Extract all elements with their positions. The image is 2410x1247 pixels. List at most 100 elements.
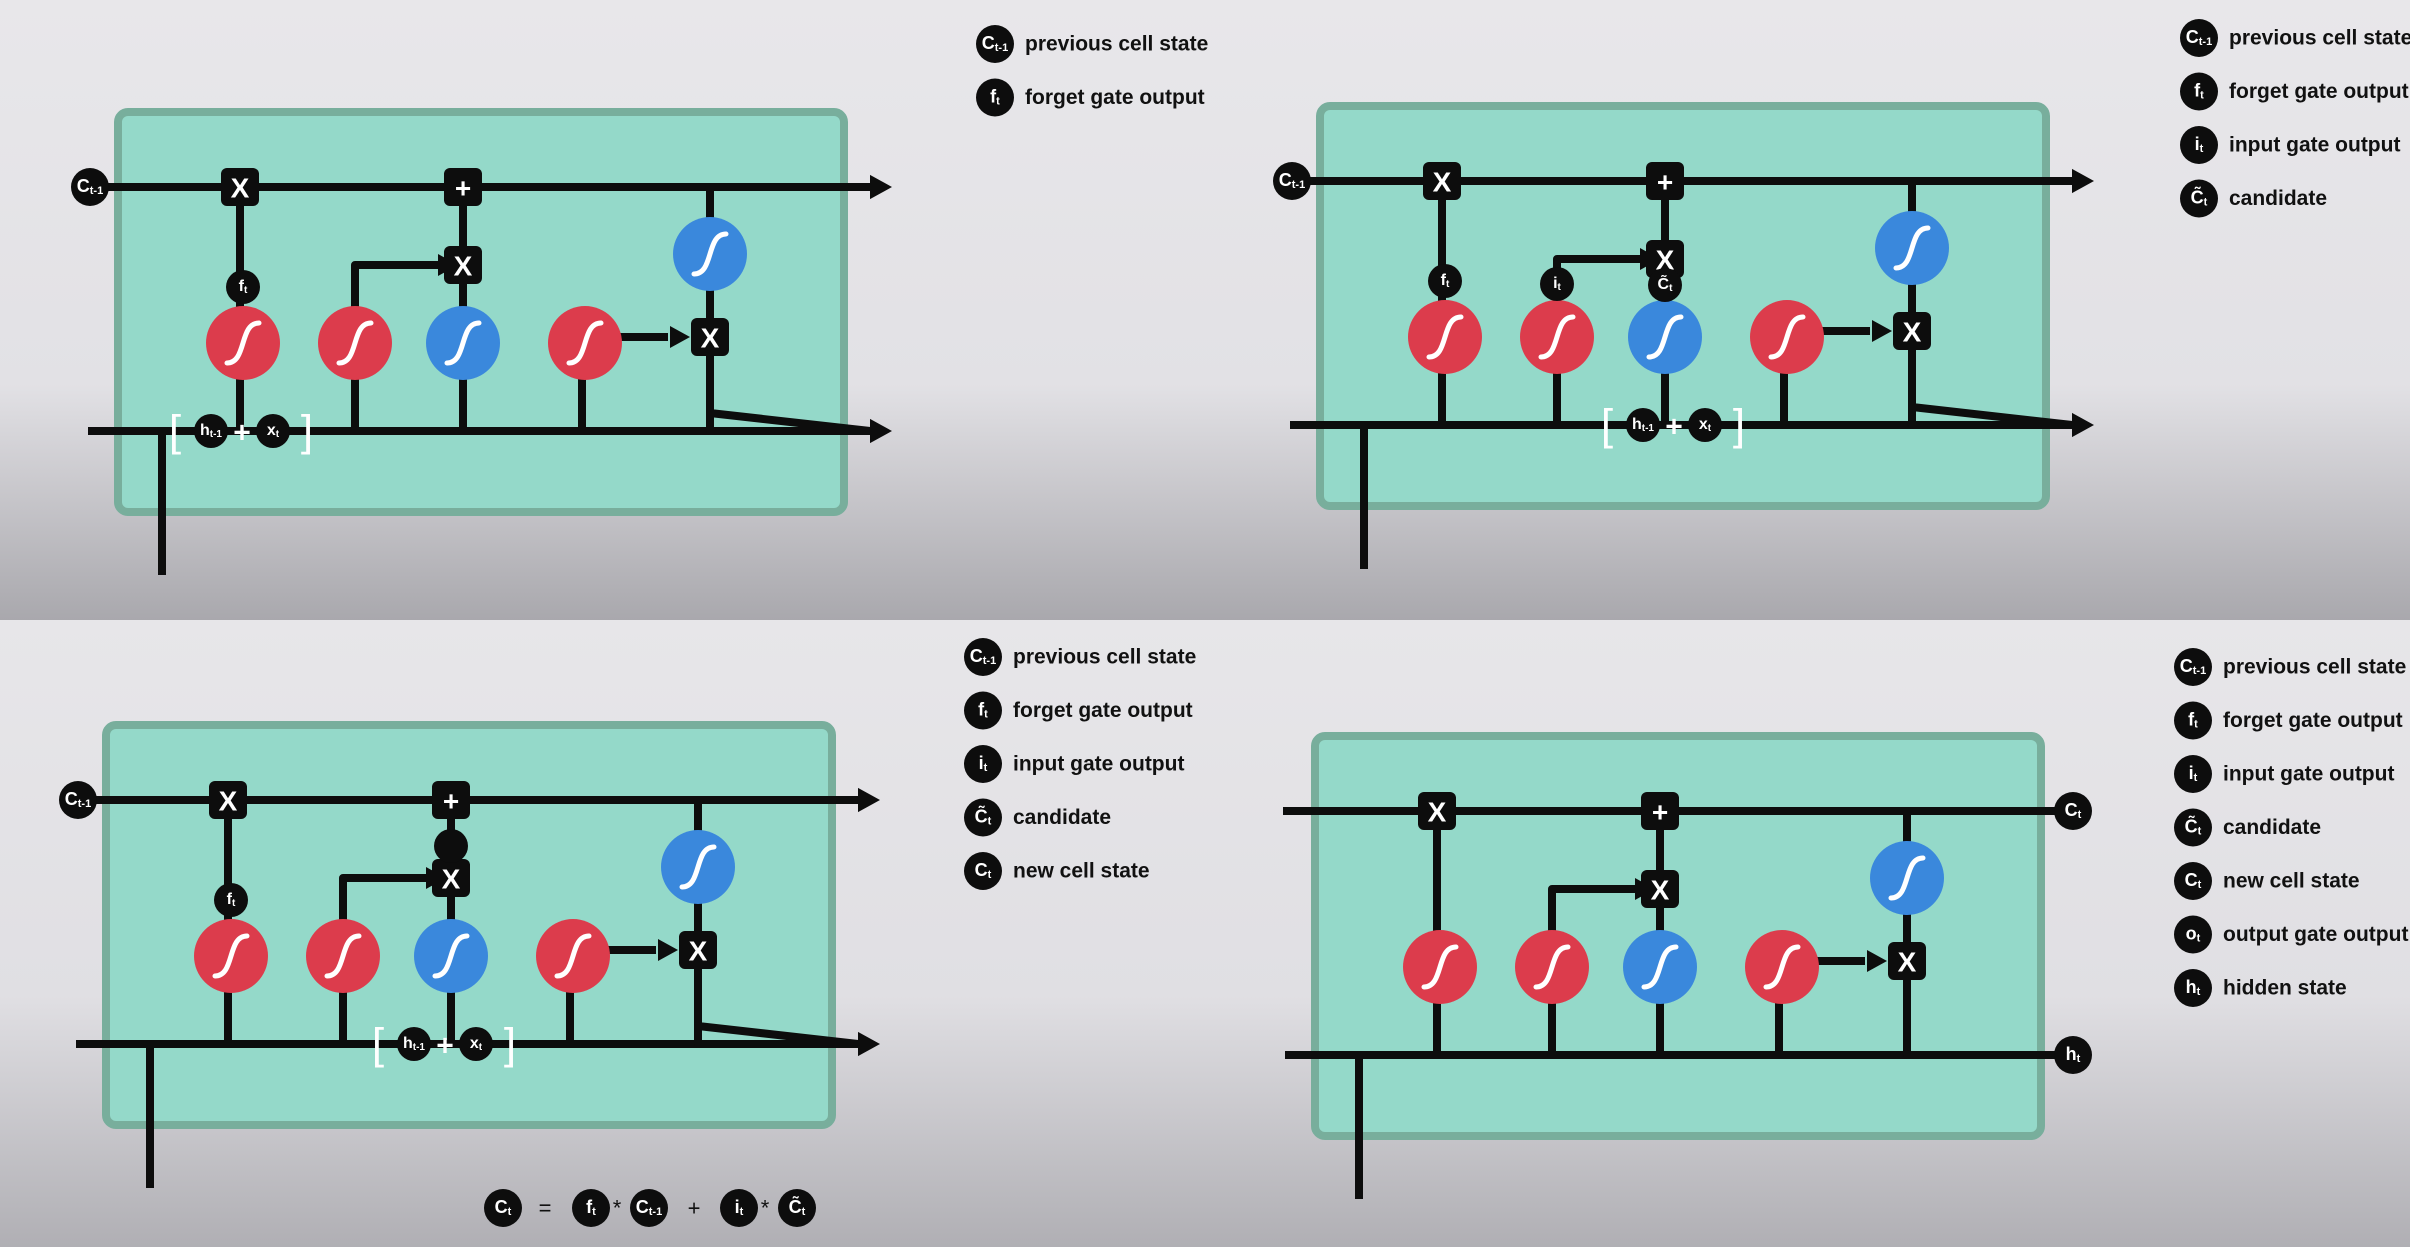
x-token: xt <box>1699 416 1712 434</box>
candidate-tanh <box>1628 300 1702 374</box>
cell-add-op-symbol: + <box>1652 797 1668 828</box>
legend-label: forget gate output <box>2223 709 2403 732</box>
forget-multiply-op <box>1418 792 1456 830</box>
cell-add-op-symbol: + <box>1657 167 1673 198</box>
cell-tanh <box>661 830 735 904</box>
candidate-tanh <box>1623 930 1697 1004</box>
candidate-product-dot <box>434 829 468 863</box>
left-bracket: [ <box>169 407 181 456</box>
legend-symbol-disc <box>964 852 1002 890</box>
cell-input-token: Ct-1 <box>65 789 91 810</box>
eq-term-disc <box>778 1189 816 1227</box>
input-sigmoid <box>306 919 380 993</box>
legend-label: previous cell state <box>2223 656 2406 679</box>
forget-sigmoid <box>206 306 280 380</box>
input-multiply-op <box>1641 870 1679 908</box>
input-sigmoid-curve-icon <box>336 320 374 366</box>
output-multiply-op-symbol: X <box>701 323 720 354</box>
legend-label: input gate output <box>1013 753 1184 776</box>
cell-tanh <box>673 217 747 291</box>
hidden-output-arrow <box>2072 412 2094 438</box>
legend-panel-4: Ct-1 previous cell state ft forget gate out… <box>2174 648 2408 1007</box>
h-prev-token-disc <box>397 1027 431 1061</box>
forget-multiply-op-symbol: X <box>219 786 238 817</box>
concat-plus: + <box>233 417 251 450</box>
input-sigmoid-curve-icon <box>1533 944 1571 990</box>
legend-panel-2: Ct-1 previous cell state ft forget gate out… <box>2180 19 2410 218</box>
hidden-output-token: ht <box>2066 1044 2081 1065</box>
output-multiply-op <box>1893 312 1931 350</box>
legend-label: input gate output <box>2229 134 2400 157</box>
legend-symbol: it <box>979 753 988 774</box>
cell-input-token: Ct-1 <box>77 176 103 197</box>
legend-panel-3: Ct-1 previous cell state ft forget gate out… <box>964 638 1196 890</box>
cell-state-arrow <box>2072 168 2094 194</box>
cell-tanh-curve-icon <box>1893 225 1931 271</box>
output-multiply-op-symbol: X <box>1903 317 1922 348</box>
legend-symbol: Ct <box>975 860 992 881</box>
cell-add-op <box>1646 162 1684 200</box>
legend-label: new cell state <box>1013 860 1150 883</box>
output-multiply-op-symbol: X <box>1898 947 1917 978</box>
candidate-label: C̃t <box>1658 273 1674 294</box>
output-multiply-op <box>1888 942 1926 980</box>
eq-lhs-disc <box>484 1189 522 1227</box>
output-sigmoid-curve-icon <box>566 320 604 366</box>
input-multiply-op <box>432 859 470 897</box>
legend-symbol: ft <box>2188 710 2198 731</box>
legend-symbol-disc <box>976 78 1014 117</box>
legend-label: previous cell state <box>1025 33 1208 56</box>
eq-term: it <box>735 1197 744 1218</box>
candidate-tanh-curve-icon <box>1646 314 1684 360</box>
forget-sigmoid-curve-icon <box>212 933 250 979</box>
legend-symbol-disc <box>976 25 1014 63</box>
forget-sigmoid <box>1403 930 1477 1004</box>
candidate-tanh-curve-icon <box>432 933 470 979</box>
forget-sigmoid-curve-icon <box>224 320 262 366</box>
concat-plus: + <box>436 1030 454 1063</box>
legend-symbol: C̃t <box>2185 815 2202 838</box>
cell-update-equation: Ct = ft * Ct-1 + it * C̃t <box>484 1189 816 1227</box>
legend-symbol-disc <box>964 745 1002 783</box>
legend-label: forget gate output <box>1025 86 1205 109</box>
legend-symbol-disc <box>2174 755 2212 793</box>
x-token: xt <box>267 422 280 440</box>
legend-label: previous cell state <box>2229 27 2410 50</box>
concat-tokens: [ht-1 + xt] <box>1601 401 1745 450</box>
legend-symbol-disc <box>2180 19 2218 57</box>
output-line-corner <box>706 413 870 435</box>
hidden-output-token-disc <box>2054 1036 2092 1074</box>
cell-output-token-disc <box>2054 792 2092 830</box>
input-multiply-op-symbol: X <box>1651 875 1670 906</box>
hidden-output-arrow <box>858 1031 880 1057</box>
legend-label: previous cell state <box>1013 646 1196 669</box>
h-prev-token: ht-1 <box>1632 416 1654 434</box>
concat-tokens: [ht-1 + xt] <box>169 407 313 456</box>
eq-operator: + <box>688 1196 701 1221</box>
cell-add-op <box>444 168 482 206</box>
lstm-panel-3: X + X Xft [ht-1 + xt] Ct-1 Ct = ft * Ct-1 + it * C̃t <box>59 721 880 1227</box>
eq-equals: = <box>539 1196 552 1221</box>
legend-symbol: it <box>2189 763 2198 784</box>
candidate-tanh-curve-icon <box>1641 944 1679 990</box>
cell-add-op <box>432 781 470 819</box>
legend-symbol-disc <box>2174 862 2212 900</box>
legend-label: candidate <box>1013 806 1111 829</box>
input-multiply-op-symbol: X <box>442 864 461 895</box>
eq-term-disc <box>572 1189 610 1227</box>
cell-state-arrow <box>858 787 880 813</box>
forget-multiply-op-symbol: X <box>1433 167 1452 198</box>
candidate-tanh <box>414 919 488 993</box>
input-sigmoid-curve-icon <box>1538 314 1576 360</box>
input-gate-label: it <box>1553 275 1561 293</box>
legend-symbol-disc <box>2174 701 2212 740</box>
x-token: xt <box>470 1035 483 1053</box>
concat-tokens: [ht-1 + xt] <box>372 1020 516 1069</box>
cell-tanh-curve-icon <box>679 844 717 890</box>
cell-add-op <box>1641 792 1679 830</box>
cell-tanh-curve-icon <box>1888 855 1926 901</box>
legend-panel-1: Ct-1 previous cell state ft forget gate out… <box>976 25 1208 117</box>
legend-symbol-disc <box>964 691 1002 730</box>
legend-symbol-disc <box>2174 969 2212 1007</box>
lstm-panel-1: X + X Xft [ht-1 + xt] Ct-1 <box>71 108 892 575</box>
